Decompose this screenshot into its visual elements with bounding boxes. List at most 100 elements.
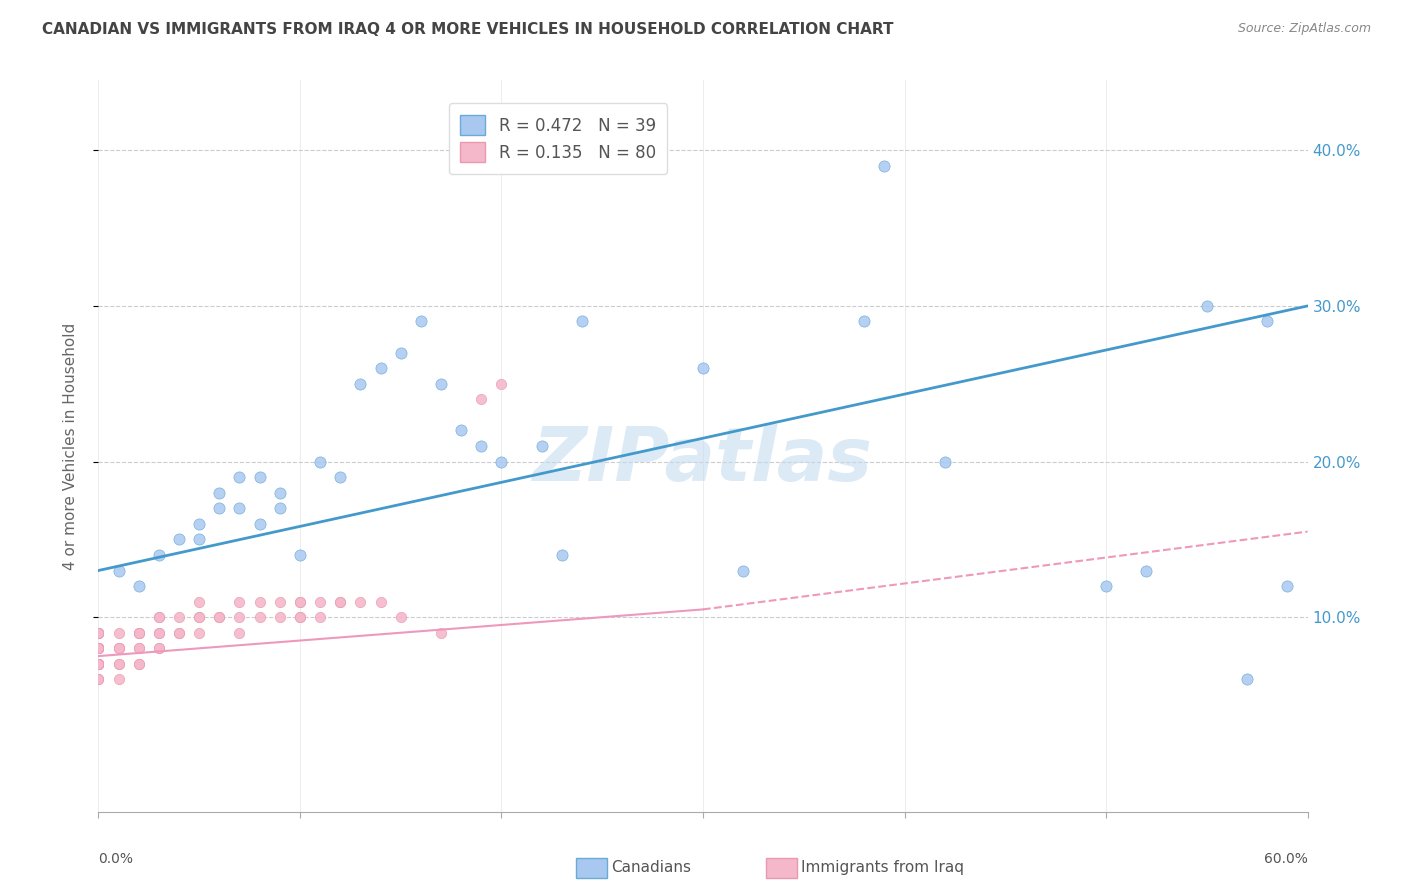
Point — [329, 594, 352, 608]
Point — [491, 376, 513, 391]
Point — [349, 594, 371, 608]
Point — [309, 610, 332, 624]
Point — [208, 501, 231, 516]
Point — [389, 610, 412, 624]
Point — [470, 392, 492, 407]
Point — [128, 625, 150, 640]
Point — [87, 657, 110, 671]
Point — [148, 641, 170, 656]
Point — [269, 485, 291, 500]
Point — [87, 641, 110, 656]
Point — [208, 485, 231, 500]
Text: Canadians: Canadians — [612, 861, 692, 875]
Point — [87, 657, 110, 671]
Point — [249, 516, 271, 531]
Point — [188, 610, 211, 624]
Point — [288, 594, 311, 608]
Point — [87, 641, 110, 656]
Text: Immigrants from Iraq: Immigrants from Iraq — [801, 861, 965, 875]
Point — [167, 533, 190, 547]
Point — [107, 641, 129, 656]
Point — [1195, 299, 1218, 313]
Point — [87, 625, 110, 640]
Point — [430, 376, 453, 391]
Point — [107, 641, 129, 656]
Text: 0.0%: 0.0% — [98, 852, 134, 866]
Point — [269, 610, 291, 624]
Point — [107, 641, 129, 656]
Point — [873, 159, 896, 173]
Point — [87, 657, 110, 671]
Point — [167, 610, 190, 624]
Point — [87, 673, 110, 687]
Point — [1256, 314, 1278, 328]
Point — [491, 454, 513, 468]
Point — [309, 594, 332, 608]
Point — [1095, 579, 1118, 593]
Point — [188, 610, 211, 624]
Point — [87, 625, 110, 640]
Point — [1135, 564, 1157, 578]
Point — [288, 548, 311, 562]
Point — [87, 657, 110, 671]
Point — [692, 361, 714, 376]
Point — [87, 641, 110, 656]
Point — [87, 657, 110, 671]
Point — [269, 501, 291, 516]
Point — [87, 657, 110, 671]
Point — [87, 657, 110, 671]
Point — [128, 657, 150, 671]
Point — [107, 673, 129, 687]
Point — [128, 625, 150, 640]
Point — [128, 579, 150, 593]
Point — [409, 314, 432, 328]
Point — [148, 610, 170, 624]
Point — [87, 625, 110, 640]
Point — [188, 625, 211, 640]
Text: CANADIAN VS IMMIGRANTS FROM IRAQ 4 OR MORE VEHICLES IN HOUSEHOLD CORRELATION CHA: CANADIAN VS IMMIGRANTS FROM IRAQ 4 OR MO… — [42, 22, 894, 37]
Point — [148, 641, 170, 656]
Point — [107, 657, 129, 671]
Point — [167, 625, 190, 640]
Point — [107, 564, 129, 578]
Point — [228, 470, 250, 484]
Point — [309, 454, 332, 468]
Point — [87, 641, 110, 656]
Point — [450, 424, 472, 438]
Legend: R = 0.472   N = 39, R = 0.135   N = 80: R = 0.472 N = 39, R = 0.135 N = 80 — [449, 103, 668, 174]
Point — [228, 625, 250, 640]
Point — [128, 641, 150, 656]
Point — [87, 641, 110, 656]
Point — [87, 657, 110, 671]
Point — [87, 673, 110, 687]
Point — [128, 625, 150, 640]
Point — [87, 657, 110, 671]
Point — [329, 594, 352, 608]
Point — [370, 361, 392, 376]
Point — [87, 641, 110, 656]
Point — [87, 625, 110, 640]
Point — [288, 610, 311, 624]
Point — [128, 657, 150, 671]
Point — [148, 625, 170, 640]
Point — [1277, 579, 1299, 593]
Point — [269, 594, 291, 608]
Point — [228, 594, 250, 608]
Point — [249, 610, 271, 624]
Y-axis label: 4 or more Vehicles in Household: 4 or more Vehicles in Household — [63, 322, 77, 570]
Point — [733, 564, 755, 578]
Point — [87, 673, 110, 687]
Point — [107, 625, 129, 640]
Point — [87, 641, 110, 656]
Point — [87, 625, 110, 640]
Point — [329, 470, 352, 484]
Point — [389, 345, 412, 359]
Point — [288, 610, 311, 624]
Point — [87, 641, 110, 656]
Point — [148, 625, 170, 640]
Point — [87, 657, 110, 671]
Text: 60.0%: 60.0% — [1264, 852, 1308, 866]
Point — [87, 641, 110, 656]
Point — [128, 641, 150, 656]
Point — [188, 594, 211, 608]
